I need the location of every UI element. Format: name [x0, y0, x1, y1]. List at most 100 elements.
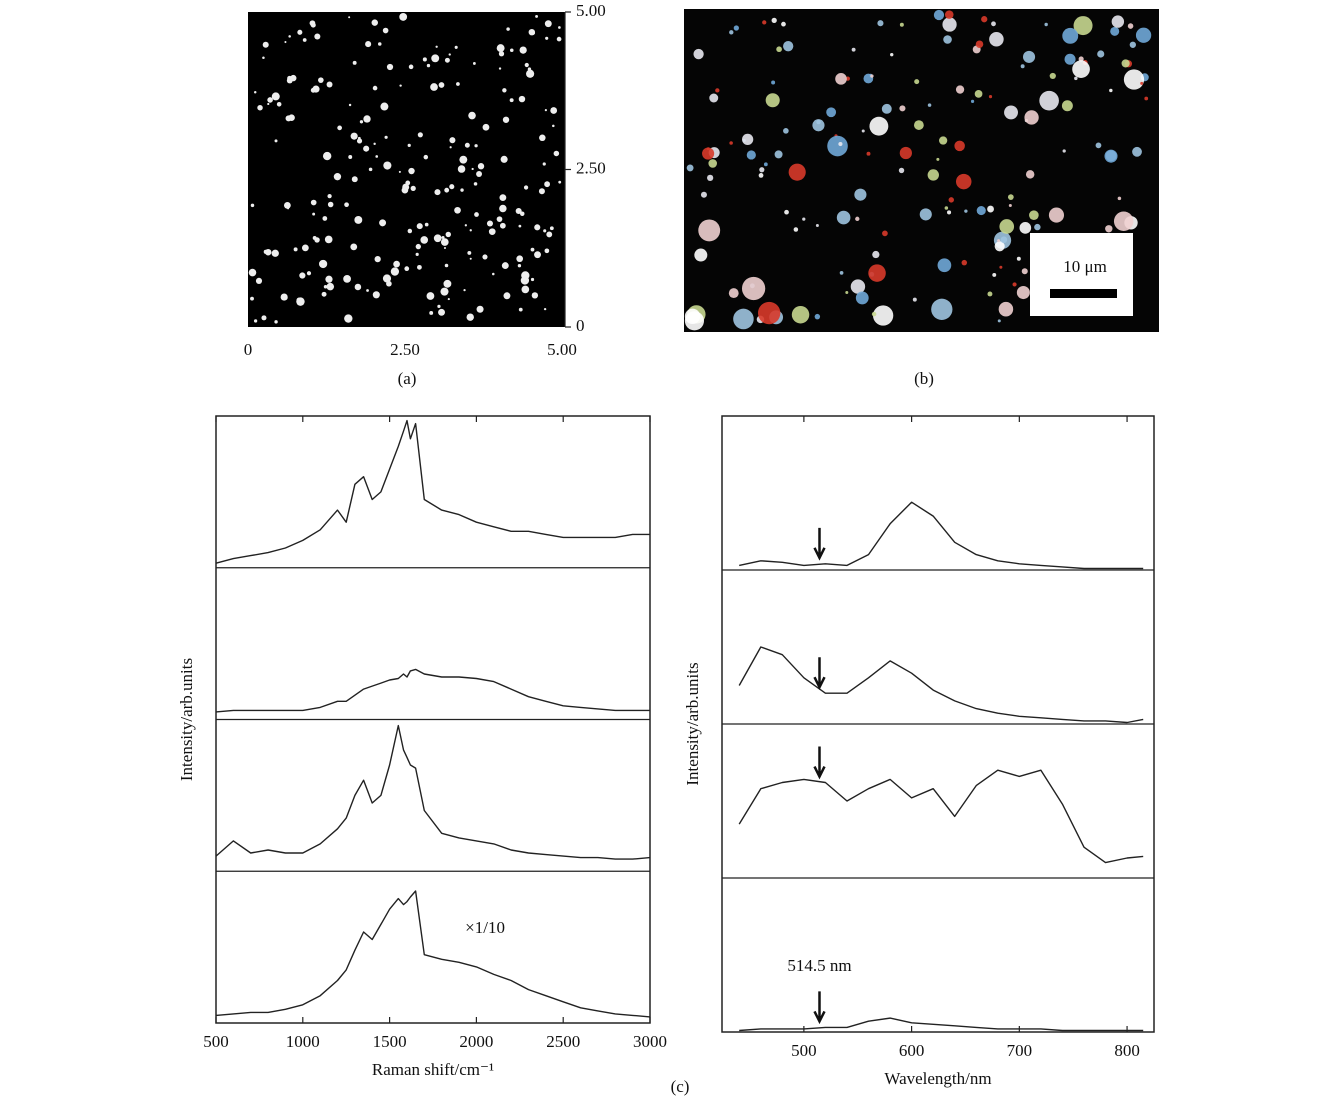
scale-bar	[1050, 289, 1117, 298]
particle	[556, 36, 562, 42]
arrow	[813, 527, 826, 561]
particle	[765, 93, 780, 108]
particle	[861, 129, 865, 133]
particle	[464, 142, 470, 148]
particle	[518, 307, 523, 312]
particle	[763, 162, 768, 167]
particle	[393, 260, 400, 268]
x-tick-label: 2.50	[390, 340, 420, 359]
particle	[466, 313, 474, 321]
x-tick-label: 600	[899, 1041, 925, 1060]
particle	[1044, 22, 1048, 27]
particle	[854, 188, 867, 201]
particle	[534, 251, 541, 259]
spectrum	[739, 1017, 1144, 1032]
particle	[530, 277, 535, 282]
particle	[527, 67, 532, 71]
particle	[250, 296, 254, 301]
particle	[365, 41, 372, 48]
particle	[539, 134, 546, 142]
particle	[1121, 59, 1130, 68]
particle	[366, 289, 369, 292]
particle	[257, 105, 263, 111]
particle	[437, 304, 441, 308]
particle	[535, 14, 538, 18]
particle	[474, 144, 478, 148]
particle	[434, 189, 441, 196]
particle	[444, 263, 449, 268]
particle	[1034, 223, 1041, 231]
particle	[933, 9, 945, 21]
particle	[1049, 72, 1056, 80]
particle	[937, 258, 952, 273]
particle	[324, 235, 333, 244]
particle	[407, 143, 411, 148]
particle	[1004, 105, 1018, 120]
particle	[1109, 88, 1113, 93]
particle	[262, 56, 265, 59]
particle	[1097, 50, 1105, 58]
particle	[445, 231, 451, 238]
particle	[410, 185, 416, 192]
particle	[791, 305, 810, 324]
particle	[322, 216, 328, 221]
particle	[948, 197, 954, 203]
particle	[372, 291, 380, 299]
x-tick-label: 500	[791, 1041, 817, 1060]
particle	[1022, 50, 1036, 63]
particle	[546, 231, 553, 238]
particle	[1074, 76, 1078, 81]
particle	[1062, 27, 1079, 44]
particle	[771, 17, 777, 24]
particle	[914, 79, 920, 85]
spectrum	[215, 724, 651, 860]
particle	[814, 313, 821, 320]
particle	[855, 216, 860, 222]
particle	[869, 116, 889, 136]
particle	[322, 151, 332, 161]
particle	[323, 285, 328, 289]
particle	[351, 176, 358, 183]
particle	[1039, 90, 1059, 111]
particle	[337, 125, 342, 131]
particle	[812, 119, 825, 132]
particle	[253, 319, 258, 323]
particle	[299, 272, 306, 279]
particle	[287, 75, 292, 81]
x-tick-label: 800	[1114, 1041, 1140, 1060]
particle	[386, 280, 392, 287]
particle	[326, 81, 333, 88]
particle	[312, 212, 316, 216]
particle	[454, 45, 458, 49]
particle	[1019, 222, 1032, 234]
particle	[417, 264, 422, 270]
particle	[1140, 81, 1144, 85]
particle	[827, 135, 848, 157]
particle	[954, 140, 965, 152]
particle	[549, 226, 554, 231]
particle	[302, 38, 307, 42]
particle	[1129, 41, 1136, 48]
spectrum	[738, 769, 1144, 864]
particle	[263, 249, 268, 254]
particle	[1111, 15, 1125, 28]
particle	[1024, 110, 1039, 125]
particle	[408, 167, 415, 175]
annotation: 514.5 nm	[787, 956, 851, 975]
particle	[1000, 236, 1008, 244]
x-tick-label: 2500	[546, 1032, 580, 1051]
particle	[944, 10, 954, 19]
particle	[373, 142, 376, 146]
particle	[499, 222, 506, 229]
particle	[1144, 96, 1149, 101]
particle	[417, 132, 423, 138]
particle	[944, 206, 949, 210]
particle	[464, 224, 467, 227]
particle	[964, 209, 968, 213]
particle	[974, 89, 983, 98]
particle	[405, 180, 411, 186]
particle	[515, 207, 522, 215]
particle	[310, 199, 317, 206]
particle	[544, 181, 550, 188]
